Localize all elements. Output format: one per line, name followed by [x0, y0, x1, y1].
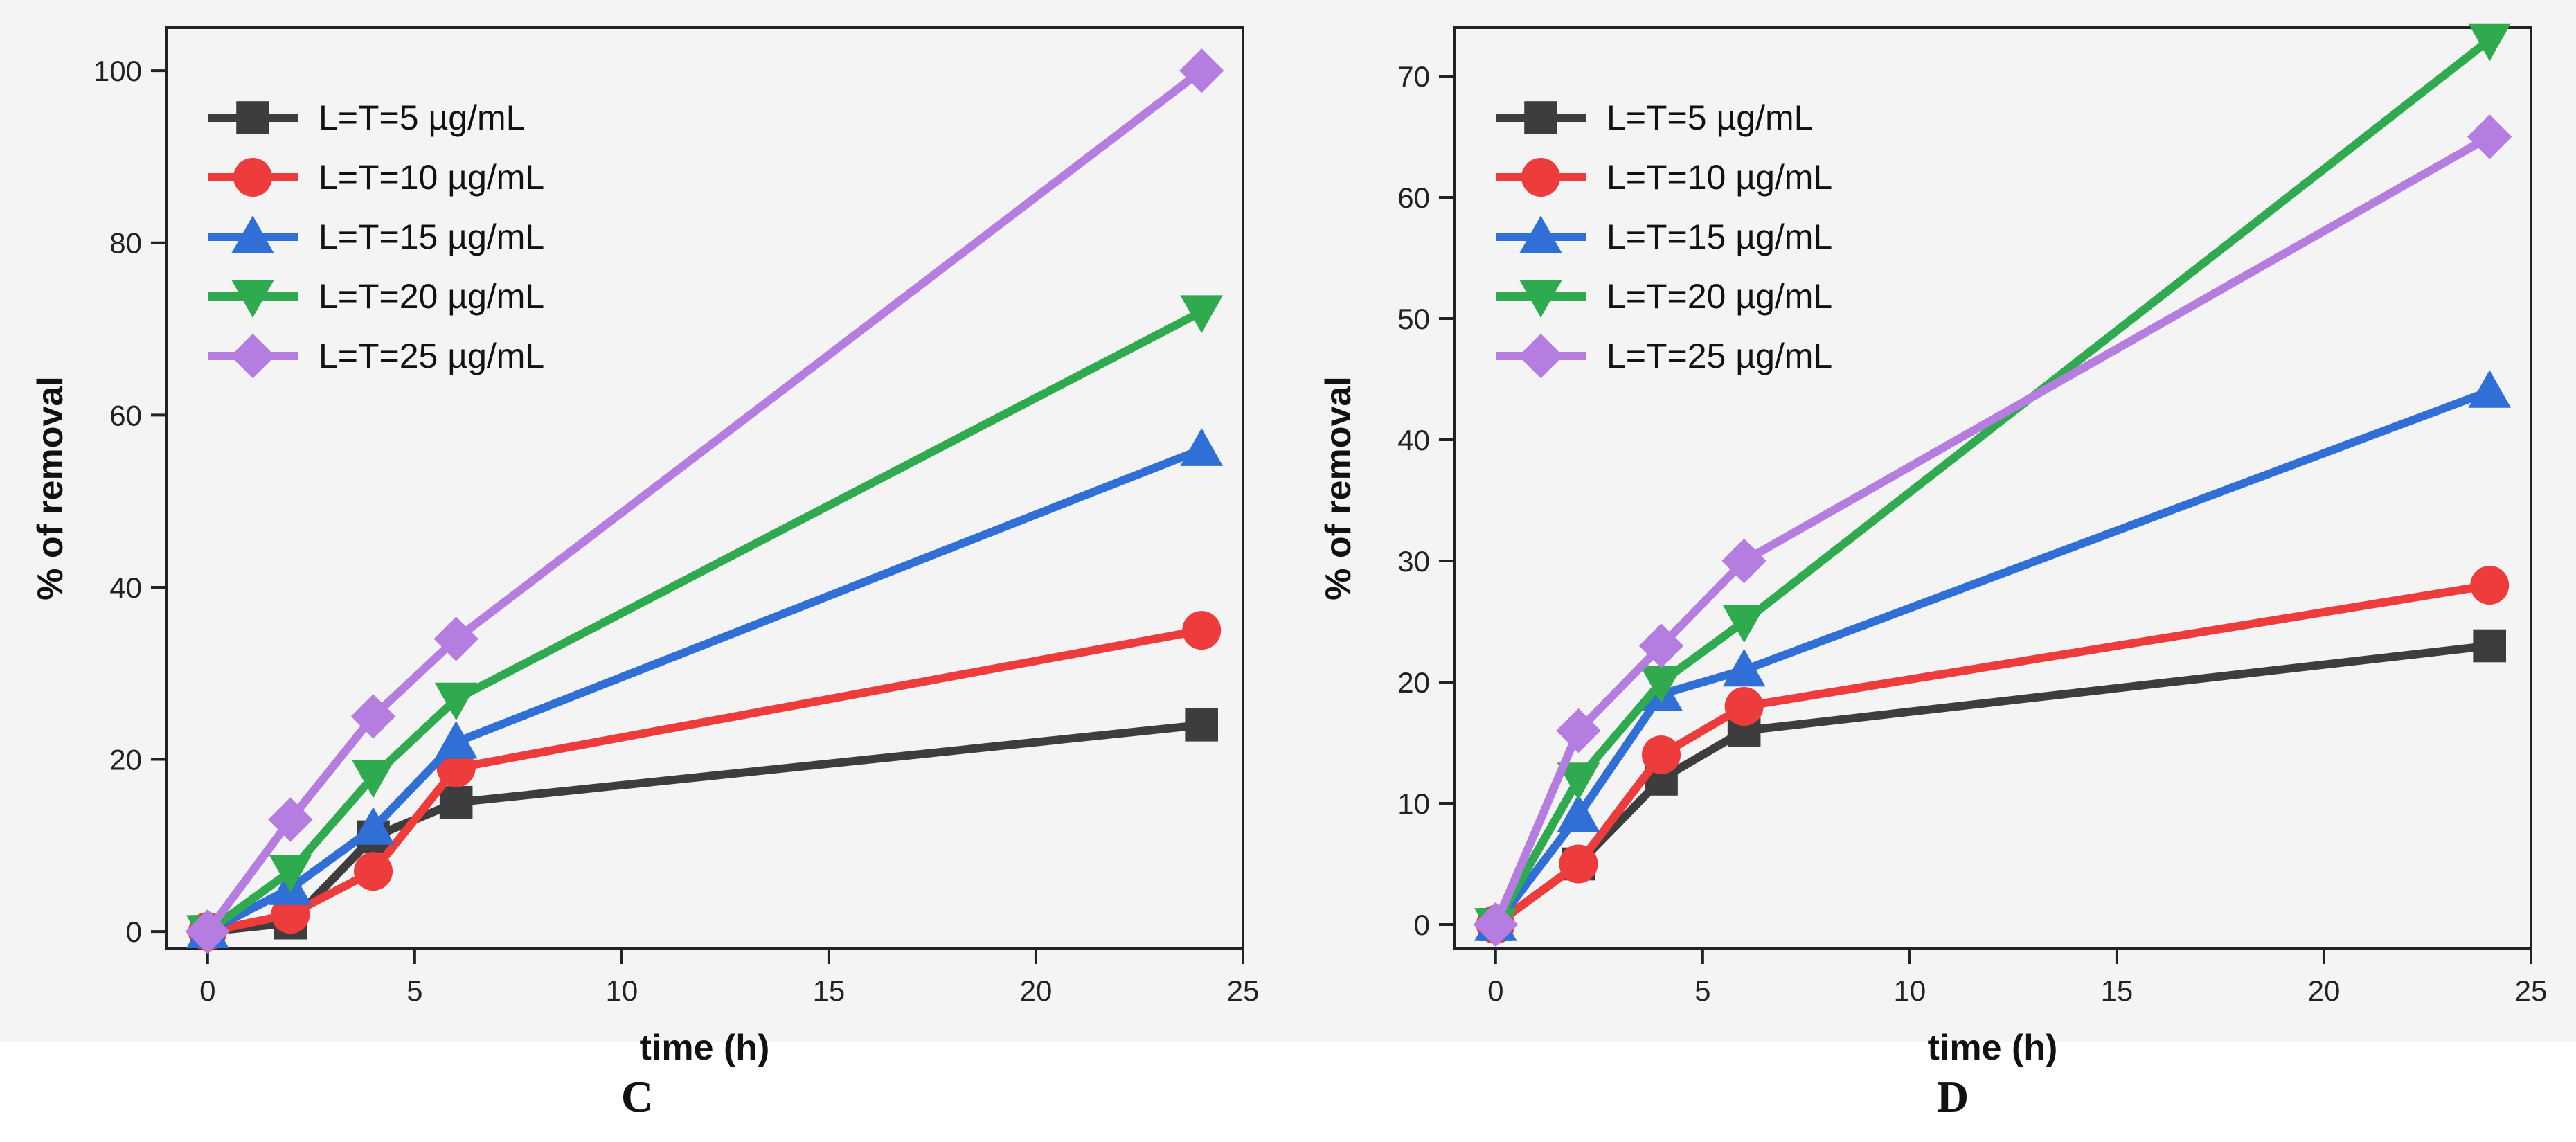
x-tick-label: 25 [2515, 974, 2548, 1007]
y-tick-label: 20 [109, 744, 142, 776]
data-point [1185, 708, 1218, 742]
plot-frame [1453, 26, 2532, 950]
data-point [1642, 735, 1681, 774]
legend-marker [231, 215, 274, 253]
chart-panel-d: 0 5 10 15 20 25 0 10 20 30 40 50 60 70 time (h) % of re… [1288, 0, 2576, 1142]
series-5 [1473, 114, 2512, 947]
y-tick-label: 10 [1397, 787, 1430, 820]
data-point [434, 682, 478, 721]
x-tick-label: 10 [1894, 974, 1926, 1007]
legend-label: L=T=15 µg/mL [319, 217, 544, 256]
x-tick-label: 20 [2308, 974, 2341, 1007]
legend-marker [1519, 215, 1562, 253]
data-point [1557, 762, 1600, 801]
legend-label: L=T=10 µg/mL [319, 158, 544, 197]
x-tick-label: 5 [1694, 974, 1710, 1007]
y-tick-label: 40 [109, 571, 142, 604]
legend-marker [233, 158, 272, 197]
data-point [1556, 708, 1601, 753]
y-tick-label: 40 [1397, 424, 1430, 456]
series-5 [185, 48, 1224, 954]
data-point [1724, 687, 1764, 726]
legend: L=T=5 µg/mL L=T=10 µg/mL L=T=15 µg/mL L=T=2… [208, 98, 544, 379]
series-3 [186, 428, 1223, 948]
data-point [1722, 605, 1766, 643]
x-tick-label: 15 [813, 974, 846, 1007]
data-point [1557, 794, 1600, 832]
y-tick-label: 0 [1414, 909, 1430, 941]
chart-d: 0 5 10 15 20 25 0 10 20 30 40 50 60 70 time (h) % of re… [1288, 0, 2576, 1121]
plot-frame [165, 26, 1244, 950]
x-tick-label: 0 [199, 974, 215, 1007]
x-tick-label: 15 [2101, 974, 2134, 1007]
data-point [269, 855, 312, 893]
legend-marker [1519, 280, 1562, 318]
series-4 [1474, 23, 2511, 946]
legend-label: L=T=5 µg/mL [319, 98, 525, 137]
y-tick-label: 20 [1397, 666, 1430, 699]
legend-label: L=T=25 µg/mL [1607, 337, 1832, 375]
data-point [433, 616, 478, 661]
data-point [352, 807, 395, 845]
y-tick-label: 80 [109, 227, 142, 260]
x-tick-label: 5 [406, 974, 422, 1007]
legend-label: L=T=20 µg/mL [1607, 277, 1832, 316]
legend: L=T=5 µg/mL L=T=10 µg/mL L=T=15 µg/mL L=T=2… [1496, 98, 1832, 379]
y-axis-title: % of removal [30, 376, 71, 600]
data-point [2473, 629, 2506, 663]
data-point [185, 909, 231, 954]
data-point [2468, 370, 2511, 408]
data-point [2468, 23, 2511, 62]
x-tick-label: 10 [606, 974, 638, 1007]
y-tick-label: 60 [1397, 181, 1430, 214]
panel-label: D [1937, 1072, 1969, 1121]
y-axis-title: % of removal [1318, 376, 1359, 600]
legend-marker [1521, 158, 1560, 197]
data-point [354, 852, 393, 891]
data-point [350, 694, 396, 739]
chart-c: 0 5 10 15 20 25 0 20 40 60 80 100 time (h) % of remov… [0, 0, 1288, 1121]
chart-background [1288, 0, 2576, 1042]
legend-marker [231, 280, 274, 318]
data-point [1182, 611, 1222, 650]
data-point [1180, 295, 1223, 333]
y-tick-label: 100 [93, 55, 142, 87]
x-tick-label: 25 [1227, 974, 1260, 1007]
y-tick-label: 50 [1397, 303, 1430, 335]
data-point [1473, 902, 1519, 947]
legend-label: L=T=5 µg/mL [1607, 98, 1813, 137]
data-point [268, 797, 313, 842]
legend-label: L=T=10 µg/mL [1607, 158, 1832, 197]
panel-label: C [621, 1072, 653, 1121]
legend-marker [230, 333, 276, 379]
x-tick-label: 20 [1020, 974, 1053, 1007]
data-point [434, 720, 478, 759]
legend-label: L=T=15 µg/mL [1607, 217, 1832, 256]
data-point [439, 785, 473, 819]
x-axis-title: time (h) [640, 1028, 770, 1068]
y-tick-label: 70 [1397, 60, 1430, 93]
data-point [1559, 844, 1598, 884]
data-point [1638, 623, 1684, 668]
data-point [1722, 648, 1766, 687]
y-tick-label: 30 [1397, 545, 1430, 578]
data-point [1179, 48, 1224, 93]
data-point [2470, 566, 2510, 605]
data-point [2467, 114, 2512, 159]
data-point [1180, 428, 1223, 466]
x-tick-label: 0 [1487, 974, 1503, 1007]
data-point [352, 760, 395, 798]
data-point [1640, 666, 1683, 704]
x-axis-title: time (h) [1928, 1028, 2058, 1068]
y-tick-label: 0 [126, 916, 142, 948]
legend-marker [1524, 101, 1557, 134]
legend-marker [236, 101, 269, 134]
legend-label: L=T=25 µg/mL [319, 337, 544, 375]
chart-panel-c: 0 5 10 15 20 25 0 20 40 60 80 100 time (h) % of remov… [0, 0, 1288, 1121]
y-tick-label: 60 [109, 399, 142, 431]
legend-label: L=T=20 µg/mL [319, 277, 544, 316]
